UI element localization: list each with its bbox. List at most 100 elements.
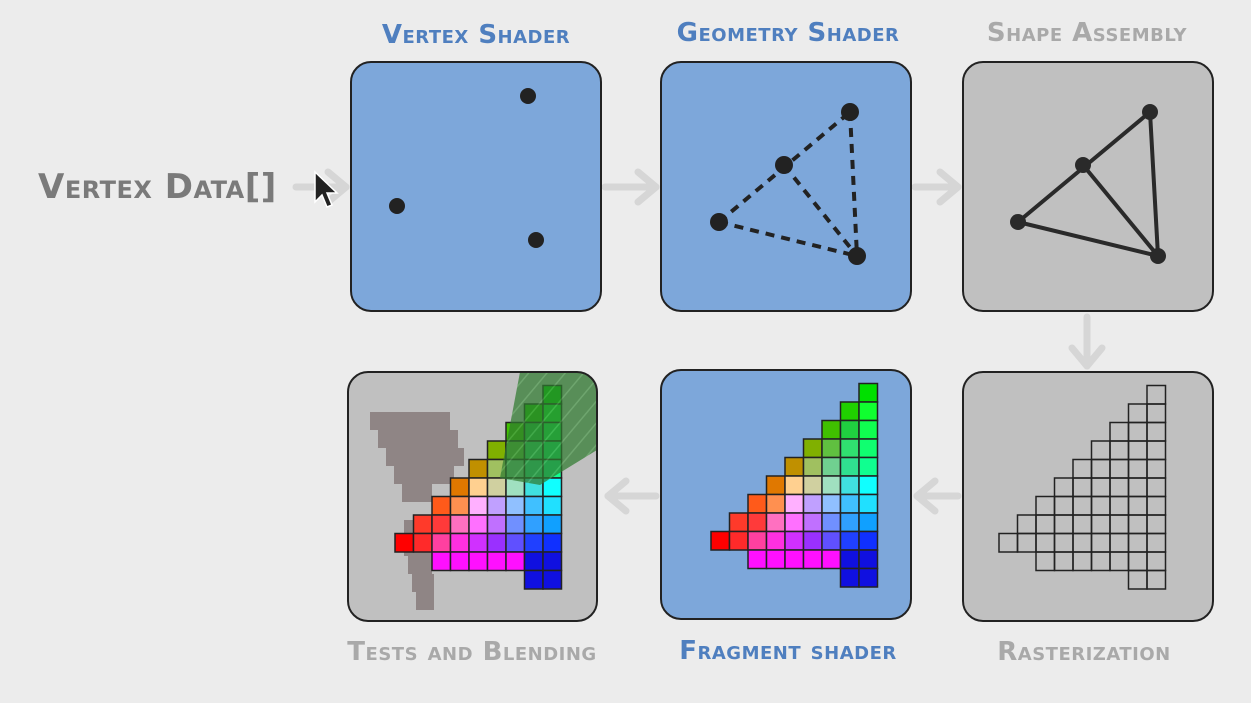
- blended-pixel: [431, 551, 452, 572]
- fragment-pixel: [747, 530, 768, 551]
- fragment-pixel: [765, 475, 786, 496]
- stage-box-shape-assembly: [962, 61, 1214, 312]
- fragment-pixel: [858, 493, 879, 514]
- fragment-pixel: [784, 493, 805, 514]
- fragment-pixel: [821, 419, 842, 440]
- fragment-pixel: [839, 567, 860, 588]
- green-overlay-triangle: [500, 372, 597, 485]
- stage-title-shape-assembly: Shape Assembly: [987, 18, 1188, 48]
- blended-pixel: [505, 532, 526, 553]
- blended-pixel: [431, 495, 452, 516]
- fragment-pixel: [747, 549, 768, 570]
- fragment-pixel: [821, 475, 842, 496]
- blended-pixel: [468, 532, 489, 553]
- raster-pixel-grid: [998, 384, 1167, 590]
- blended-pixel: [542, 514, 563, 535]
- blended-pixel: [449, 551, 470, 572]
- fragment-pixel: [858, 401, 879, 422]
- fragment-pixel: [858, 475, 879, 496]
- fragment-pixel: [839, 530, 860, 551]
- fragment-pixel: [858, 456, 879, 477]
- occluded-step: [394, 466, 454, 484]
- fragment-pixel: [765, 512, 786, 533]
- fragment-pixel: [802, 493, 823, 514]
- colored-fragment-grid: [710, 382, 879, 588]
- stage-box-geometry-shader: [660, 61, 912, 312]
- blended-pixel: [431, 514, 452, 535]
- fragment-pixel: [784, 456, 805, 477]
- fragment-pixel: [839, 419, 860, 440]
- occluded-step: [402, 484, 432, 502]
- fragment-pixel: [747, 512, 768, 533]
- fragment-pixel: [802, 549, 823, 570]
- fragment-pixel: [839, 456, 860, 477]
- blended-pixel: [486, 495, 507, 516]
- blended-pixel: [431, 532, 452, 553]
- stage-box-rasterization: [962, 371, 1214, 622]
- occluded-step: [378, 430, 458, 448]
- blended-pixel: [449, 514, 470, 535]
- arrow-assembly-to-raster: [1068, 313, 1106, 370]
- blended-pixel: [468, 551, 489, 572]
- vertex-point: [389, 198, 405, 214]
- fragment-pixel: [821, 456, 842, 477]
- fragment-pixel: [858, 438, 879, 459]
- occluded-step: [412, 574, 434, 592]
- blended-pixel: [486, 477, 507, 498]
- fragment-pixel: [821, 438, 842, 459]
- fragment-pixel: [839, 512, 860, 533]
- fragment-pixel: [802, 475, 823, 496]
- fragment-pixel: [802, 512, 823, 533]
- blended-pixel: [542, 569, 563, 590]
- fragment-pixel: [839, 475, 860, 496]
- blended-pixel: [412, 514, 433, 535]
- blended-pixel: [449, 495, 470, 516]
- stage-title-rasterization: Rasterization: [997, 637, 1170, 667]
- blended-pixel: [505, 551, 526, 572]
- fragment-pixel: [802, 456, 823, 477]
- fragment-pixel: [858, 382, 879, 403]
- fragment-pixel: [858, 419, 879, 440]
- fragment-pixel: [821, 512, 842, 533]
- fragment-pixel: [821, 493, 842, 514]
- fragment-pixel: [802, 530, 823, 551]
- blended-pixel: [412, 532, 433, 553]
- arrow-raster-to-fragment: [913, 477, 962, 515]
- occluded-step: [370, 412, 450, 430]
- fragment-pixel: [784, 549, 805, 570]
- blended-pixel: [542, 495, 563, 516]
- blended-pixel: [486, 551, 507, 572]
- occluded-step: [386, 448, 464, 466]
- blended-pixel: [468, 495, 489, 516]
- vertex-data-label: Vertex Data[]: [38, 167, 277, 207]
- blended-pixel: [523, 551, 544, 572]
- blended-pixel: [505, 495, 526, 516]
- stage-box-vertex-shader: [350, 61, 602, 312]
- fragment-pixel: [802, 438, 823, 459]
- stage-title-fragment-shader: Fragment shader: [679, 636, 897, 666]
- fragment-pixel: [710, 530, 731, 551]
- fragment-pixel: [858, 530, 879, 551]
- stage-box-fragment-shader: [660, 369, 912, 620]
- stage-title-tests-and-blending: Tests and Blending: [347, 637, 596, 667]
- fragment-pixel: [821, 549, 842, 570]
- blended-pixel: [468, 477, 489, 498]
- cursor-arrow-icon: [314, 170, 339, 208]
- stage-title-vertex-shader: Vertex Shader: [382, 20, 570, 50]
- blended-pixel: [394, 532, 415, 553]
- vertex-point: [520, 88, 536, 104]
- fragment-pixel: [821, 530, 842, 551]
- arrow-vertex-to-geometry: [601, 168, 660, 206]
- fragment-pixel: [839, 493, 860, 514]
- blended-pixel: [523, 514, 544, 535]
- blended-pixel: [523, 532, 544, 553]
- fragment-pixel: [728, 530, 749, 551]
- fragment-pixel: [858, 567, 879, 588]
- blended-pixel: [468, 458, 489, 479]
- fragment-pixel: [858, 512, 879, 533]
- blended-pixel: [542, 551, 563, 572]
- arrow-geometry-to-assembly: [911, 168, 962, 206]
- fragment-pixel: [765, 549, 786, 570]
- fragment-pixel: [784, 512, 805, 533]
- raster-pixel: [1146, 569, 1167, 590]
